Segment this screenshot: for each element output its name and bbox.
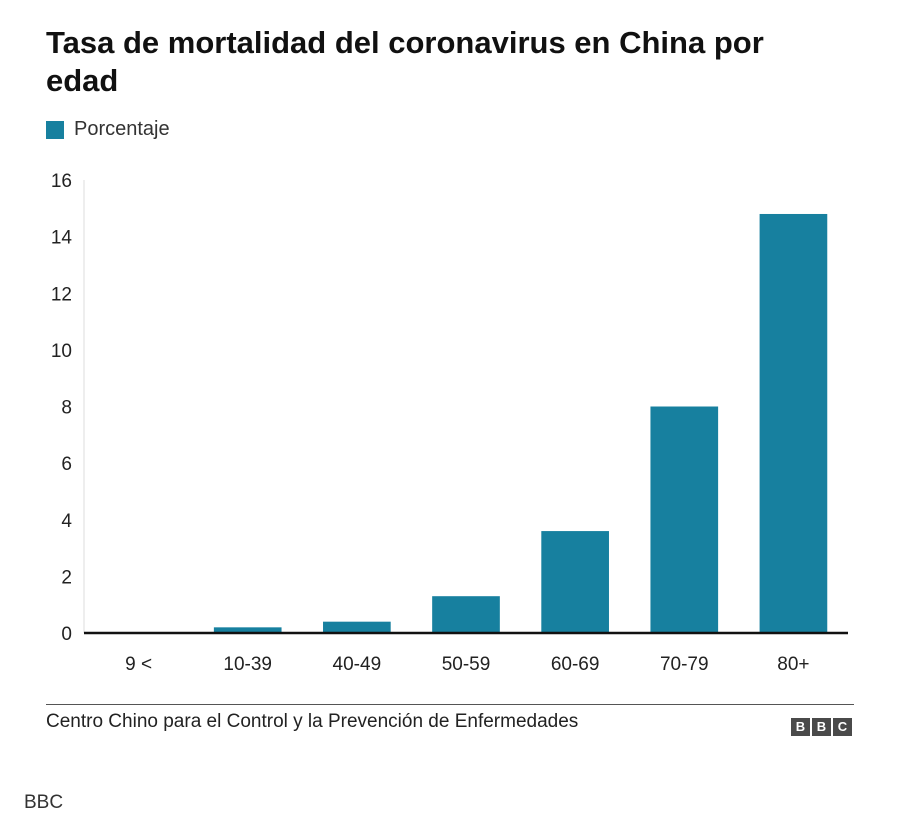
- source-divider: [46, 704, 854, 705]
- legend-label: Porcentaje: [74, 118, 170, 140]
- x-tick-label: 50-59: [442, 654, 491, 675]
- bar: [541, 531, 609, 633]
- x-tick-label: 60-69: [551, 654, 600, 675]
- x-tick-label: 70-79: [660, 654, 709, 675]
- bbc-logo-letter: B: [812, 718, 831, 736]
- bbc-logo-letter: C: [833, 718, 852, 736]
- x-tick-label: 9 <: [125, 654, 152, 675]
- y-tick-label: 0: [61, 624, 72, 645]
- bar-chart: 0 2 4 6 8 10 12 14 16 9 < 10-39 40-49 50-59 60-69 70-7…: [51, 171, 848, 675]
- footer-credit: BBC: [24, 792, 64, 813]
- bar: [650, 406, 719, 633]
- y-tick-label: 14: [51, 228, 73, 249]
- y-tick-label: 16: [51, 171, 72, 192]
- y-tick-label: 6: [61, 454, 72, 475]
- bbc-logo-letter: B: [791, 718, 810, 736]
- x-tick-label: 80+: [777, 654, 809, 675]
- y-tick-label: 12: [51, 284, 72, 305]
- bbc-logo: B B C: [791, 718, 852, 736]
- chart-title: Tasa de mortalidad del coronavirus en Ch…: [46, 25, 764, 98]
- x-tick-label: 10-39: [223, 654, 272, 675]
- legend-swatch: [46, 120, 64, 139]
- y-tick-label: 8: [61, 398, 72, 419]
- y-tick-label: 4: [61, 511, 72, 532]
- bar: [432, 596, 500, 633]
- bar: [323, 621, 391, 633]
- bar: [213, 627, 282, 633]
- x-tick-label: 40-49: [333, 654, 382, 675]
- y-tick-label: 2: [61, 567, 72, 588]
- y-tick-label: 10: [51, 341, 72, 362]
- source-text: Centro Chino para el Control y la Preven…: [46, 711, 579, 732]
- legend: Porcentaje: [46, 118, 170, 141]
- bar: [759, 213, 828, 633]
